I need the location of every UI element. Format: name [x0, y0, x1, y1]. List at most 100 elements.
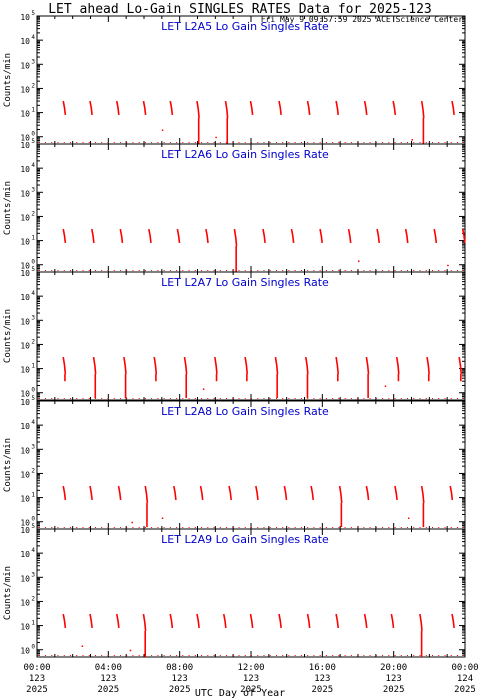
baseline-point [357, 270, 359, 271]
burst-mark [306, 100, 311, 116]
baseline-point [244, 527, 246, 528]
data-point [161, 129, 164, 131]
baseline-point [51, 142, 53, 143]
baseline-point [400, 655, 402, 656]
burst-mark [420, 100, 425, 119]
baseline-point [344, 398, 346, 399]
baseline-point [176, 398, 178, 399]
baseline-point [232, 398, 234, 399]
baseline-point [201, 527, 203, 528]
baseline-point [194, 527, 196, 528]
baseline-point [375, 398, 377, 399]
baseline-point [226, 270, 228, 271]
y-tick-exponent: 3 [31, 571, 35, 578]
baseline-point [207, 142, 209, 143]
y-tick-label: 10 [20, 550, 30, 559]
baseline-point [176, 270, 178, 271]
baseline-point [101, 142, 103, 143]
y-tick-label: 10 [20, 390, 30, 399]
burst-mark [451, 613, 455, 629]
burst-mark [62, 100, 67, 116]
burst-mark [142, 100, 147, 116]
baseline-point [51, 398, 53, 399]
baseline-point [444, 398, 446, 399]
baseline-point [182, 142, 184, 143]
data-point [447, 264, 449, 267]
baseline-point [138, 142, 140, 143]
baseline-point [213, 655, 215, 656]
baseline-point [413, 398, 415, 399]
panel-title: LET L2A6 Lo Gain Singles Rate [161, 148, 329, 161]
x-tick-label: 2025 [454, 685, 476, 695]
baseline-point [113, 527, 115, 528]
baseline-point [282, 398, 284, 399]
baseline-point [338, 527, 340, 528]
x-tick-label: 123 [314, 674, 330, 684]
y-tick-exponent: 3 [31, 314, 35, 321]
burst-mark [278, 100, 282, 116]
baseline-point [151, 398, 153, 399]
baseline-point [151, 270, 153, 271]
baseline-point [88, 527, 90, 528]
x-tick-label: 124 [457, 674, 473, 684]
baseline-point [38, 270, 40, 271]
baseline-point [432, 142, 434, 143]
baseline-point [163, 398, 165, 399]
baseline-point [101, 270, 103, 271]
baseline-point [450, 270, 452, 271]
baseline-point [76, 398, 78, 399]
y-tick-exponent: 0 [31, 516, 35, 523]
burst-mark [214, 356, 218, 375]
y-tick-label: 10 [20, 574, 30, 583]
baseline-point [282, 142, 284, 143]
burst-mark [449, 485, 454, 501]
baseline-point [113, 270, 115, 271]
y-tick-label: 10 [20, 366, 30, 375]
baseline-point [456, 527, 458, 528]
baseline-point [63, 398, 65, 399]
y-tick-exponent: 2 [31, 338, 35, 345]
y-tick-exponent: 5 [31, 266, 35, 273]
baseline-point [375, 270, 377, 271]
baseline-point [325, 398, 327, 399]
burst-mark [458, 356, 463, 375]
baseline-point [163, 270, 165, 271]
baseline-point [232, 142, 234, 143]
x-tick-label: 00:00 [23, 663, 50, 673]
baseline-point [350, 270, 352, 271]
burst-mark [117, 485, 122, 501]
baseline-point [269, 270, 271, 271]
burst-mark [249, 100, 254, 116]
y-tick-exponent: 1 [31, 620, 35, 627]
baseline-point [69, 142, 71, 143]
burst-mark [278, 613, 282, 629]
baseline-point [350, 398, 352, 399]
data-point [407, 517, 410, 519]
baseline-point [176, 142, 178, 143]
chart-title: LET ahead Lo-Gain SINGLES RATES Data for… [48, 2, 432, 17]
burst-mark [319, 228, 323, 244]
baseline-point [226, 527, 228, 528]
baseline-point [357, 655, 359, 656]
baseline-point [138, 655, 140, 656]
baseline-point [126, 527, 128, 528]
baseline-point [419, 655, 421, 656]
panel-title: LET L2A5 Lo Gain Singles Rate [161, 20, 329, 33]
y-tick-label: 10 [20, 269, 30, 278]
baseline-point [400, 270, 402, 271]
baseline-point [182, 655, 184, 656]
baseline-point [407, 655, 409, 656]
baseline-point [157, 142, 159, 143]
baseline-point [138, 527, 140, 528]
data-point [384, 385, 387, 387]
baseline-point [201, 398, 203, 399]
baseline-point [332, 527, 334, 528]
burst-mark [365, 485, 370, 501]
baseline-point [76, 655, 78, 656]
y-tick-label: 10 [20, 422, 30, 431]
baseline-point [132, 655, 134, 656]
x-tick-label: 123 [386, 674, 402, 684]
burst-mark [224, 100, 229, 119]
y-tick-label: 10 [20, 293, 30, 302]
